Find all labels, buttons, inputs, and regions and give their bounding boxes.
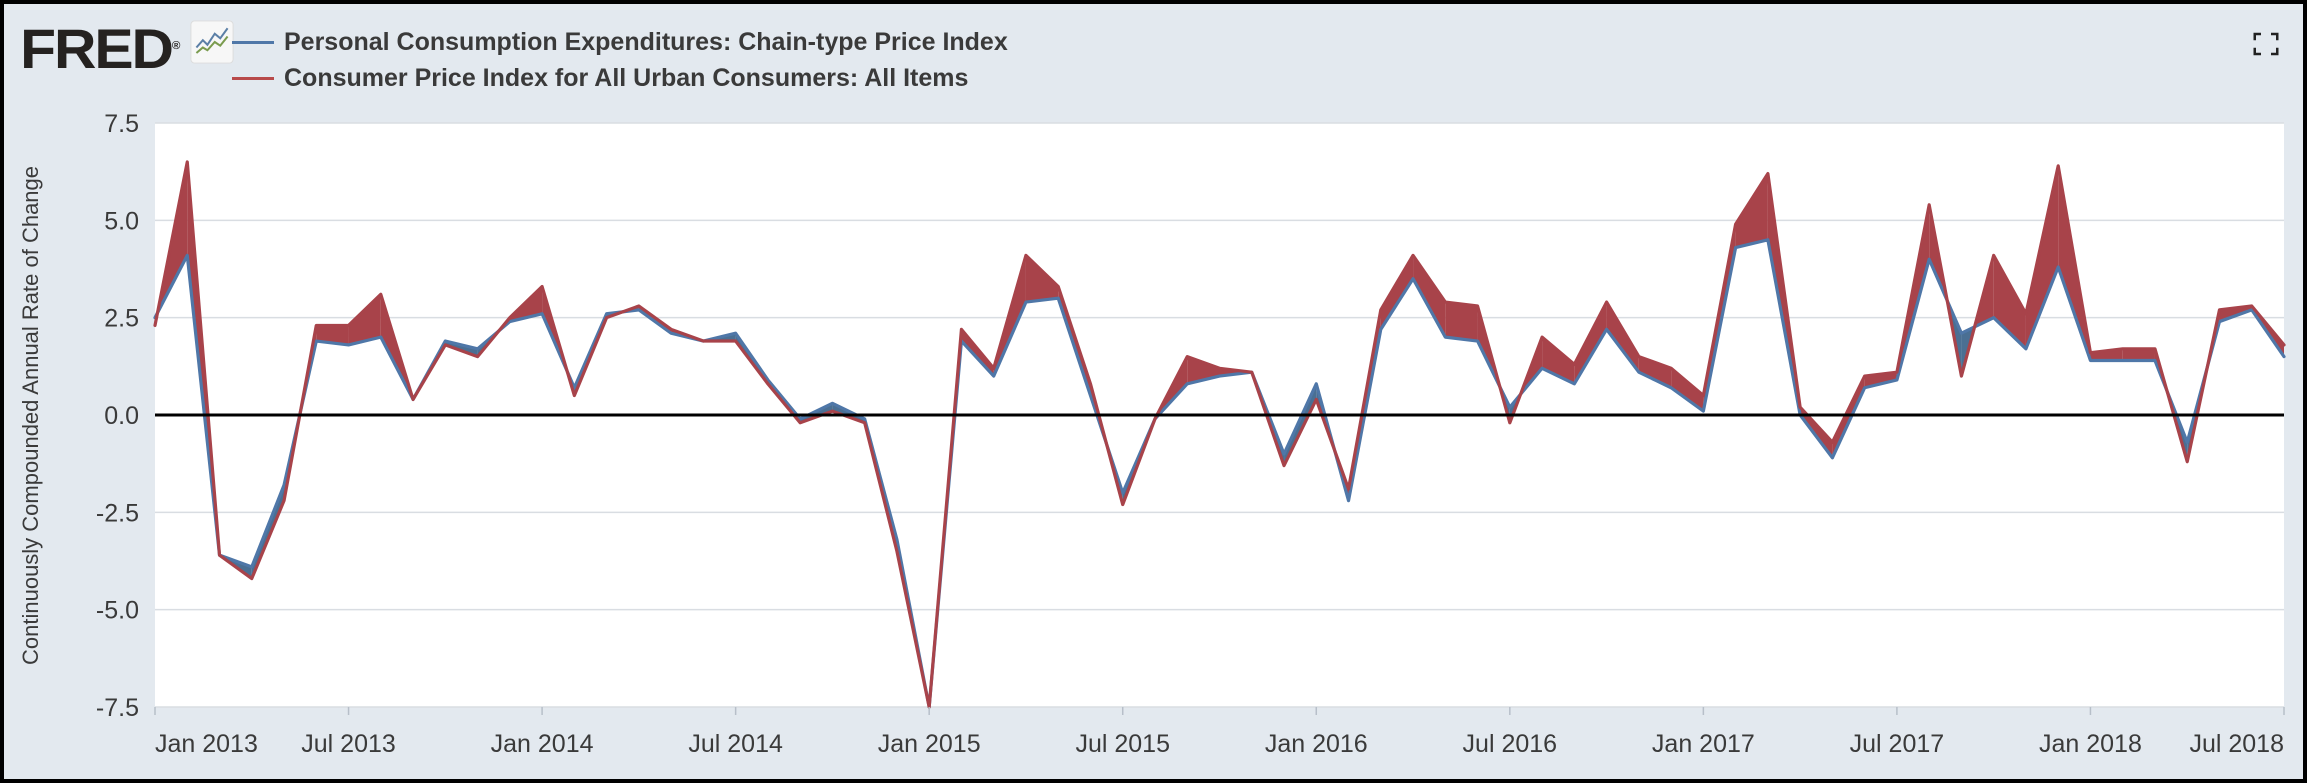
svg-text:Jul 2014: Jul 2014 xyxy=(688,730,783,758)
svg-text:Jan 2016: Jan 2016 xyxy=(1265,730,1368,758)
svg-text:Jul 2018: Jul 2018 xyxy=(2189,730,2284,758)
svg-text:Jan 2017: Jan 2017 xyxy=(1652,730,1755,758)
svg-text:-7.5: -7.5 xyxy=(96,694,139,722)
svg-text:2.5: 2.5 xyxy=(104,305,139,333)
svg-text:7.5: 7.5 xyxy=(104,110,139,138)
svg-text:-2.5: -2.5 xyxy=(96,499,139,527)
svg-text:-5.0: -5.0 xyxy=(96,597,139,625)
svg-text:Jul 2016: Jul 2016 xyxy=(1463,730,1558,758)
svg-text:Jan 2018: Jan 2018 xyxy=(2039,730,2142,758)
svg-text:Jul 2015: Jul 2015 xyxy=(1075,730,1170,758)
svg-text:Jul 2017: Jul 2017 xyxy=(1850,730,1945,758)
svg-text:5.0: 5.0 xyxy=(104,207,139,235)
svg-text:Jan 2014: Jan 2014 xyxy=(491,730,594,758)
svg-text:0.0: 0.0 xyxy=(104,402,139,430)
svg-text:Jan 2015: Jan 2015 xyxy=(878,730,981,758)
svg-text:Jan 2013: Jan 2013 xyxy=(155,730,258,758)
svg-text:Jul 2013: Jul 2013 xyxy=(301,730,396,758)
